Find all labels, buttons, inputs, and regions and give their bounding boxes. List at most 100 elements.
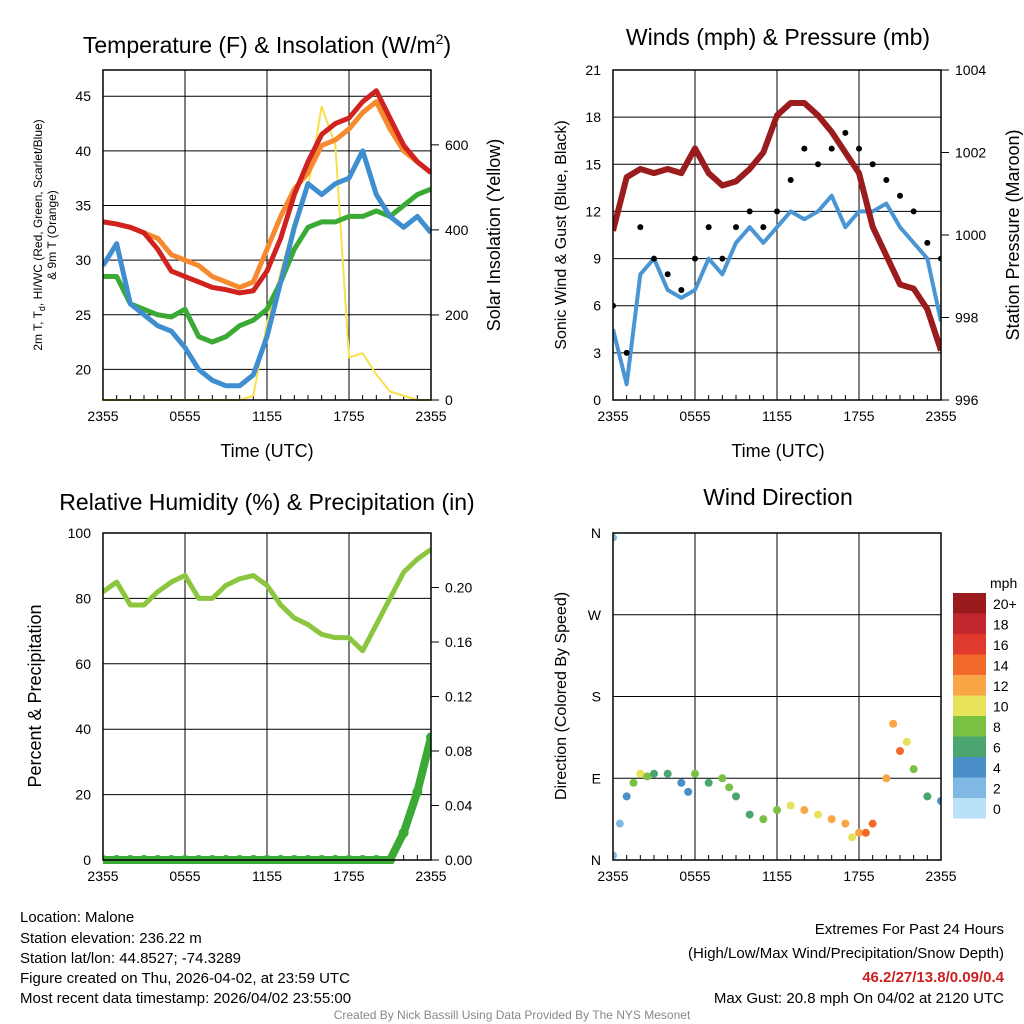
- gust-point: [651, 255, 657, 262]
- legend-swatch: [953, 798, 986, 819]
- y-tick-label: S: [592, 689, 601, 705]
- y-tick-label: 60: [75, 656, 91, 672]
- wind-direction-point: [923, 792, 932, 801]
- temp-panel: 2355 0555 1155 1755 2355 20 25 30 35 40 45 0 200 400 6…: [75, 69, 469, 424]
- credit: Created By Nick Bassill Using Data Provi…: [334, 1008, 691, 1022]
- wind-direction-point: [613, 533, 617, 542]
- gust-point: [869, 161, 876, 168]
- wind-direction-point: [848, 833, 857, 842]
- wind-direction-point: [909, 765, 918, 774]
- legend-label: 18: [993, 617, 1009, 633]
- legend-label: 16: [993, 637, 1009, 653]
- wind-direction-point: [902, 737, 911, 746]
- 2m-temperature-line: [103, 88, 431, 296]
- max-gust: Max Gust: 20.8 mph On 04/02 at 2120 UTC: [714, 990, 1004, 1007]
- dir-y-axis-label: Direction (Colored By Speed): [553, 592, 570, 800]
- legend-swatch: [953, 613, 986, 634]
- rh-panel: 2355 0555 1155 1755 23550204060801000.000.04…: [68, 525, 473, 884]
- x-tick-label: 2355: [597, 868, 628, 884]
- wind-direction-point: [773, 806, 781, 815]
- x-tick-label: 1155: [762, 408, 792, 424]
- wind-direction-point: [814, 810, 822, 819]
- legend-swatch: [953, 695, 986, 716]
- x-tick-label: 0555: [169, 408, 200, 424]
- temp-y-axis-label-line2: & 9m T (Orange): [45, 190, 59, 280]
- wind-direction-point: [650, 769, 658, 778]
- right-tick-label: 998: [955, 310, 979, 326]
- y-tick-label: N: [591, 525, 601, 541]
- gust-point: [924, 239, 931, 246]
- gust-point: [623, 349, 630, 356]
- wind-direction-point: [718, 774, 727, 783]
- gust-point: [692, 255, 698, 262]
- wind-direction-point: [732, 792, 740, 801]
- y-tick-label: 40: [75, 721, 91, 737]
- x-tick-label: 0555: [679, 868, 710, 884]
- y-tick-label: 20: [75, 361, 91, 377]
- gust-point: [705, 224, 712, 231]
- dew-point-line: [103, 186, 431, 345]
- gust-point: [883, 177, 890, 183]
- wind-direction-point: [868, 819, 877, 828]
- legend-swatch: [953, 757, 986, 778]
- temp-right-axis-label: Solar Insolation (Yellow): [484, 139, 504, 331]
- footer-elevation: Station elevation: 236.22 m: [20, 930, 202, 947]
- y-tick-label: 45: [75, 88, 91, 104]
- right-tick-label: 0.12: [445, 689, 472, 705]
- y-tick-label: 18: [585, 109, 601, 125]
- wind-y-axis-label: Sonic Wind & Gust (Blue, Black): [553, 120, 570, 349]
- gust-point: [842, 129, 849, 136]
- legend-label: 8: [993, 719, 1001, 735]
- legend-label: 6: [993, 740, 1001, 756]
- station-pressure-line: [613, 100, 941, 352]
- x-tick-label: 1155: [762, 868, 792, 884]
- wind-direction-point: [889, 719, 898, 728]
- y-tick-label: 25: [75, 307, 91, 323]
- y-tick-label: 40: [75, 143, 91, 159]
- gust-point: [801, 145, 808, 152]
- wind-direction-point: [663, 769, 672, 778]
- wind-x-axis-label: Time (UTC): [731, 441, 824, 461]
- temp-y-axis-label: 2m T, Td, HI/WC (Red, Green, Scarlet/Blu…: [31, 119, 47, 350]
- wind-direction-point: [636, 769, 645, 778]
- y-tick-label: E: [592, 770, 601, 786]
- wind-direction-point: [725, 783, 734, 792]
- legend-swatch: [953, 777, 986, 798]
- x-tick-label: 0555: [679, 408, 710, 424]
- y-tick-label: 100: [68, 525, 92, 541]
- legend-label: 14: [993, 658, 1009, 674]
- gust-point: [637, 224, 644, 231]
- legend-label: 20+: [993, 596, 1017, 612]
- x-tick-label: 1755: [333, 868, 364, 884]
- y-tick-label: 0: [593, 392, 601, 408]
- wind-direction-point: [691, 769, 699, 778]
- right-tick-label: 600: [445, 137, 469, 153]
- y-tick-label: 15: [585, 156, 601, 172]
- y-tick-label: W: [588, 607, 602, 623]
- legend-label: 4: [993, 760, 1001, 776]
- y-tick-label: 35: [75, 197, 91, 213]
- right-tick-label: 400: [445, 222, 469, 238]
- legend-swatch: [953, 675, 986, 696]
- wind-direction-point: [745, 810, 754, 819]
- right-tick-label: 1004: [955, 62, 986, 78]
- legend-swatch: [953, 593, 986, 614]
- gust-point: [760, 224, 767, 231]
- wind-direction-point: [684, 787, 693, 796]
- y-tick-label: N: [591, 852, 601, 868]
- y-tick-label: 20: [75, 787, 91, 803]
- legend-label: 10: [993, 699, 1009, 715]
- gust-point: [746, 208, 753, 215]
- wind-direction-point: [861, 828, 870, 837]
- wind-direction-point: [841, 819, 850, 828]
- gust-point: [897, 192, 903, 199]
- right-tick-label: 1002: [955, 145, 986, 161]
- legend-swatch: [953, 634, 986, 655]
- legend-swatch: [953, 736, 986, 757]
- footer-created: Figure created on Thu, 2026-04-02, at 23…: [20, 970, 350, 987]
- y-tick-label: 9: [593, 251, 601, 267]
- right-tick-label: 996: [955, 392, 979, 408]
- wind-chill-line: [103, 148, 431, 389]
- legend-title: mph: [990, 575, 1017, 591]
- dir-plot-area: [613, 533, 941, 860]
